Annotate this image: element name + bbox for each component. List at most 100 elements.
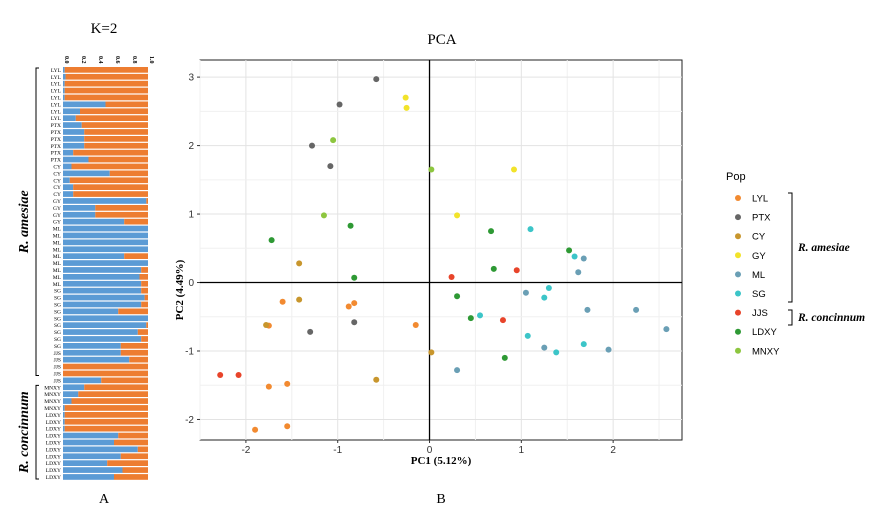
legend-swatch-mnxy: [735, 347, 741, 354]
pca-point-ptx: [336, 101, 343, 108]
structure-row-label: SG: [54, 323, 61, 329]
structure-bar-cluster2: [129, 356, 148, 363]
pca-point-jjs: [217, 371, 224, 378]
structure-bar-cluster1: [63, 474, 114, 480]
structure-bar-cluster1: [63, 184, 74, 190]
structure-bar-cluster2: [88, 156, 148, 163]
structure-group-label: R. concinnum: [17, 391, 32, 474]
structure-bar-cluster2: [84, 129, 148, 135]
pca-point-ldxy: [501, 354, 508, 361]
legend-label: PTX: [752, 213, 771, 224]
structure-row-label: LYL: [51, 75, 62, 81]
structure-rows: LYLLYLLYLLYLLYLLYLLYLLYLPTXPTXPTXPTXPTXP…: [44, 67, 148, 481]
structure-bar-cluster2: [64, 418, 148, 425]
pca-legend: Pop LYL PTX CY GY ML SG JJS LDXY MNXY: [726, 171, 780, 357]
structure-bar-cluster2: [63, 370, 148, 377]
structure-bar-cluster1: [63, 405, 65, 411]
structure-row-label: CY: [53, 185, 61, 191]
structure-bar-cluster2: [80, 108, 148, 115]
structure-row-label: PTX: [51, 123, 61, 129]
structure-bar-cluster2: [101, 377, 148, 384]
structure-row-label: LDXY: [46, 461, 61, 467]
structure-group-label: R. amesiae: [17, 190, 32, 254]
structure-bar-cluster2: [63, 363, 148, 370]
pca-point-ldxy: [488, 228, 495, 235]
pca-y-label: PC2 (4.49%): [174, 259, 186, 320]
legend-swatch-gy: [735, 252, 741, 259]
structure-bar-cluster1: [63, 439, 114, 446]
pca-group-brackets: R. amesiae R. concinnum: [788, 192, 865, 326]
structure-row-label: PTX: [51, 144, 61, 150]
structure-bar-cluster2: [75, 115, 148, 121]
pca-point-ml: [575, 269, 582, 276]
structure-bar-cluster2: [64, 405, 148, 411]
structure-bar-cluster1: [63, 287, 142, 294]
structure-row-label: LDXY: [46, 475, 61, 481]
structure-bar-cluster2: [73, 184, 148, 190]
structure-row-label: MNXY: [44, 406, 61, 412]
structure-bar-cluster2: [73, 191, 148, 197]
pca-point-ptx: [309, 142, 316, 149]
structure-row-label: SG: [54, 309, 61, 315]
structure-bar-cluster2: [124, 253, 148, 259]
structure-bar-cluster1: [63, 232, 148, 239]
structure-row-label: JJS: [54, 358, 61, 364]
structure-bar-cluster1: [63, 108, 80, 115]
structure-bar-cluster1: [63, 122, 82, 128]
structure-bar-cluster2: [137, 446, 148, 453]
structure-group-bracket: [35, 384, 39, 480]
structure-bar-cluster1: [63, 391, 79, 397]
structure-bar-cluster2: [114, 474, 148, 480]
pca-point-ml: [522, 289, 529, 296]
structure-bar-cluster1: [63, 129, 85, 135]
pca-point-lyl: [252, 426, 259, 433]
structure-bar-cluster1: [63, 356, 130, 363]
pca-point-ldxy: [454, 293, 461, 300]
pca-point-ldxy: [268, 237, 275, 244]
pca-point-ml: [541, 344, 548, 351]
pca-point-cy: [263, 321, 270, 328]
structure-bar-cluster1: [63, 315, 148, 322]
structure-bar-cluster2: [95, 211, 148, 218]
pca-point-lyl: [284, 380, 291, 387]
structure-group-bracket: [35, 67, 39, 376]
structure-bar-cluster2: [114, 439, 148, 446]
structure-row-label: SG: [54, 303, 61, 309]
structure-bar-cluster2: [120, 343, 148, 349]
pca-point-sg: [527, 226, 534, 233]
pca-point-ptx: [351, 319, 358, 326]
structure-bar-cluster2: [124, 218, 148, 225]
pca-point-ptx: [327, 163, 334, 170]
pca-point-gy: [403, 104, 410, 111]
pca-ticks: -2 -1 0 1 2 -2 -1 0 1 2 3: [185, 73, 616, 456]
structure-x-tick-label: 0.4: [97, 56, 103, 64]
structure-bar-cluster2: [141, 267, 148, 273]
structure-row-label: LDXY: [46, 441, 61, 447]
structure-bar-cluster2: [146, 322, 148, 328]
structure-bar-cluster2: [146, 198, 148, 204]
pca-y-tick-label: 0: [188, 278, 194, 289]
structure-title: K=2: [91, 21, 118, 37]
structure-bar-cluster2: [64, 412, 148, 418]
structure-row-label: LYL: [51, 116, 62, 122]
structure-bar-cluster1: [63, 280, 142, 287]
pca-point-sg: [524, 332, 531, 339]
structure-bar-cluster1: [63, 274, 140, 280]
structure-x-tick-label: 0.2: [80, 56, 86, 64]
pca-y-tick-label: 3: [188, 73, 194, 84]
legend-label: ML: [752, 270, 765, 281]
structure-bar-cluster1: [63, 294, 145, 301]
structure-row-label: JJS: [54, 372, 61, 378]
structure-bar-cluster2: [137, 329, 148, 335]
structure-bar-cluster1: [63, 446, 138, 453]
pca-x-label: PC1 (5.12%): [411, 455, 472, 467]
legend-label: SG: [752, 289, 766, 300]
structure-row-label: ML: [53, 234, 62, 240]
pca-point-ptx: [307, 328, 314, 335]
structure-row-label: PTX: [51, 130, 61, 136]
legend-swatch-ptx: [735, 214, 741, 221]
structure-x-tick-label: 1.0: [148, 56, 154, 64]
structure-bar-cluster1: [63, 336, 142, 342]
structure-row-label: ML: [53, 254, 62, 260]
structure-bar-cluster2: [84, 384, 148, 391]
